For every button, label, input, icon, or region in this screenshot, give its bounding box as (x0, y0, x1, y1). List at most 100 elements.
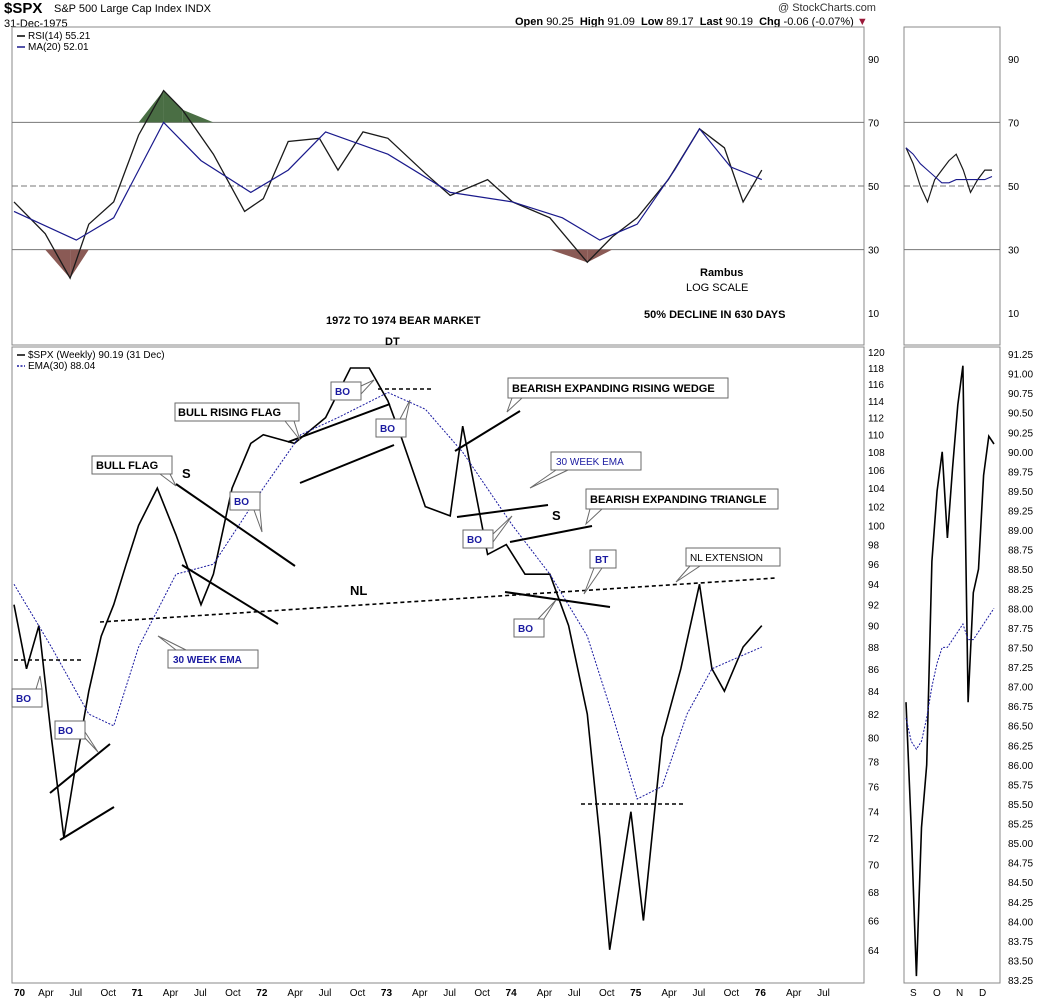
price-x-tick: 74 (506, 988, 518, 999)
price-y-tick: 86 (868, 665, 880, 676)
zoom-price-y-tick: 87.50 (1008, 643, 1033, 654)
bo-callout-3: BO (229, 491, 263, 533)
company-name: S&P 500 Large Cap Index INDX (54, 3, 211, 15)
zoom-price-line (905, 365, 995, 977)
price-x-tick: 76 (755, 988, 767, 999)
zoom-rsi-y-tick: 10 (1008, 309, 1020, 320)
rsi-y-tick: 70 (868, 118, 880, 129)
zoom-price-y-tick: 85.50 (1008, 800, 1033, 811)
rsi-y-tick: 10 (868, 309, 880, 320)
bo-callout-2: BO (54, 720, 99, 753)
price-x-tick: 75 (630, 988, 642, 999)
svg-text:BO: BO (234, 497, 249, 508)
price-y-tick: 98 (868, 541, 880, 552)
last-value: 90.19 (725, 16, 753, 28)
zoom-price-y-tick: 88.50 (1008, 565, 1033, 576)
zoom-price-y-tick: 89.75 (1008, 467, 1033, 478)
wedge-upper-line (49, 743, 111, 794)
price-x-tick: 72 (256, 988, 268, 999)
overbought-fill (138, 90, 164, 123)
zoom-price-y-tick: 83.50 (1008, 956, 1033, 967)
rambus-label: Rambus (700, 267, 743, 279)
rsi-y-tick: 50 (868, 182, 880, 193)
zoom-rsi-y-tick: 30 (1008, 246, 1020, 257)
expanding-wedge-upper-line (454, 410, 521, 452)
callout-30-week-ema-1: 30 WEEK EMA (157, 635, 259, 669)
price-y-tick: 102 (868, 503, 885, 514)
price-y-tick: 92 (868, 601, 880, 612)
rsi-y-tick: 30 (868, 246, 880, 257)
dt-label: DT (385, 336, 400, 348)
price-x-tick: Jul (319, 988, 332, 999)
zoom-price-y-tick: 84.75 (1008, 859, 1033, 870)
open-value: 90.25 (546, 16, 574, 28)
zoom-price-y-tick: 88.00 (1008, 604, 1033, 615)
price-y-tick: 80 (868, 734, 880, 745)
price-x-tick: Jul (443, 988, 456, 999)
price-x-tick: Oct (225, 988, 241, 999)
svg-text:BO: BO (335, 387, 350, 398)
flag-lower-line (181, 564, 279, 625)
zoom-ma-line (905, 147, 993, 184)
bear-market-label: 1972 TO 1974 BEAR MARKET (326, 315, 481, 327)
rsi-ma-line (13, 121, 763, 241)
price-y-tick: 76 (868, 782, 880, 793)
svg-text:BO: BO (467, 535, 482, 546)
rsi-extreme-fills (45, 90, 613, 279)
zoom-price-y-tick: 89.50 (1008, 487, 1033, 498)
callout-30-week-ema-2: 30 WEEK EMA (529, 451, 642, 489)
price-x-tick: Oct (599, 988, 615, 999)
zoom-rsi-line (905, 147, 992, 204)
low-value: 89.17 (666, 16, 694, 28)
expanding-wedge-lower-line (456, 504, 549, 518)
callout-bull-rising-flag: BULL RISING FLAG (174, 402, 301, 441)
price-grid: 64 66 68 70 72 74 76 78 80 82 84 86 88 90 92 94 96 98 100 1… (14, 348, 885, 999)
overbought-fill (163, 90, 183, 123)
oversold-fill (70, 249, 89, 279)
price-y-tick: 78 (868, 758, 880, 769)
price-legend: $SPX (Weekly) 90.19 (31 Dec) (28, 350, 165, 361)
price-x-tick: Apr (412, 988, 428, 999)
zoom-price-y-tick: 87.25 (1008, 663, 1033, 674)
price-x-tick: Apr (537, 988, 553, 999)
ticker-symbol: $SPX (4, 0, 43, 17)
price-y-tick: 108 (868, 448, 885, 459)
price-x-tick: Oct (100, 988, 116, 999)
svg-text:BO: BO (58, 726, 73, 737)
price-y-tick: 88 (868, 643, 880, 654)
svg-text:NL EXTENSION: NL EXTENSION (690, 553, 763, 564)
zoom-x-tick: D (979, 988, 986, 999)
zoom-price-y-tick: 85.00 (1008, 839, 1033, 850)
price-x-tick: Jul (692, 988, 705, 999)
callout-nl-extension: NL EXTENSION (675, 547, 781, 583)
price-y-tick: 104 (868, 484, 885, 495)
zoom-price-y-tick: 86.75 (1008, 702, 1033, 713)
zoom-price-y-tick: 91.00 (1008, 370, 1033, 381)
nl-label: NL (350, 583, 367, 598)
price-zoom-panel-frame (903, 346, 1001, 984)
svg-text:BEARISH EXPANDING RISING WEDGE: BEARISH EXPANDING RISING WEDGE (512, 383, 715, 395)
price-y-tick: 110 (868, 431, 884, 442)
zoom-price-y-tick: 86.00 (1008, 761, 1033, 772)
price-x-tick: Jul (817, 988, 830, 999)
zoom-price-y-tick: 91.25 (1008, 350, 1033, 361)
ema-legend: EMA(30) 88.04 (28, 361, 96, 372)
bt-callout: BT (583, 549, 617, 595)
bo-callout-7: BO (513, 599, 557, 638)
zoom-x-tick: O (933, 988, 941, 999)
oversold-fill (587, 249, 613, 263)
flag-upper-line (175, 483, 296, 567)
zoom-price-y-tick: 85.75 (1008, 780, 1033, 791)
zoom-rsi-y-tick: 70 (1008, 118, 1020, 129)
zoom-ema-line (905, 608, 995, 751)
price-y-tick: 118 (868, 364, 884, 375)
price-y-tick: 82 (868, 710, 880, 721)
zoom-price-y-tick: 89.25 (1008, 507, 1033, 518)
shoulder-left-label: S (182, 466, 191, 481)
ohlc-readout: Open 90.25 High 91.09 Low 89.17 Last 90.… (515, 16, 868, 28)
price-x-tick: 73 (381, 988, 393, 999)
log-scale-label: LOG SCALE (686, 282, 748, 294)
price-y-tick: 120 (868, 348, 885, 359)
zoom-grid: 10 30 50 70 90 83.25 83.50 83.75 84.00 84.25 84.50… (904, 55, 1033, 999)
triangle-upper-line (509, 525, 593, 543)
